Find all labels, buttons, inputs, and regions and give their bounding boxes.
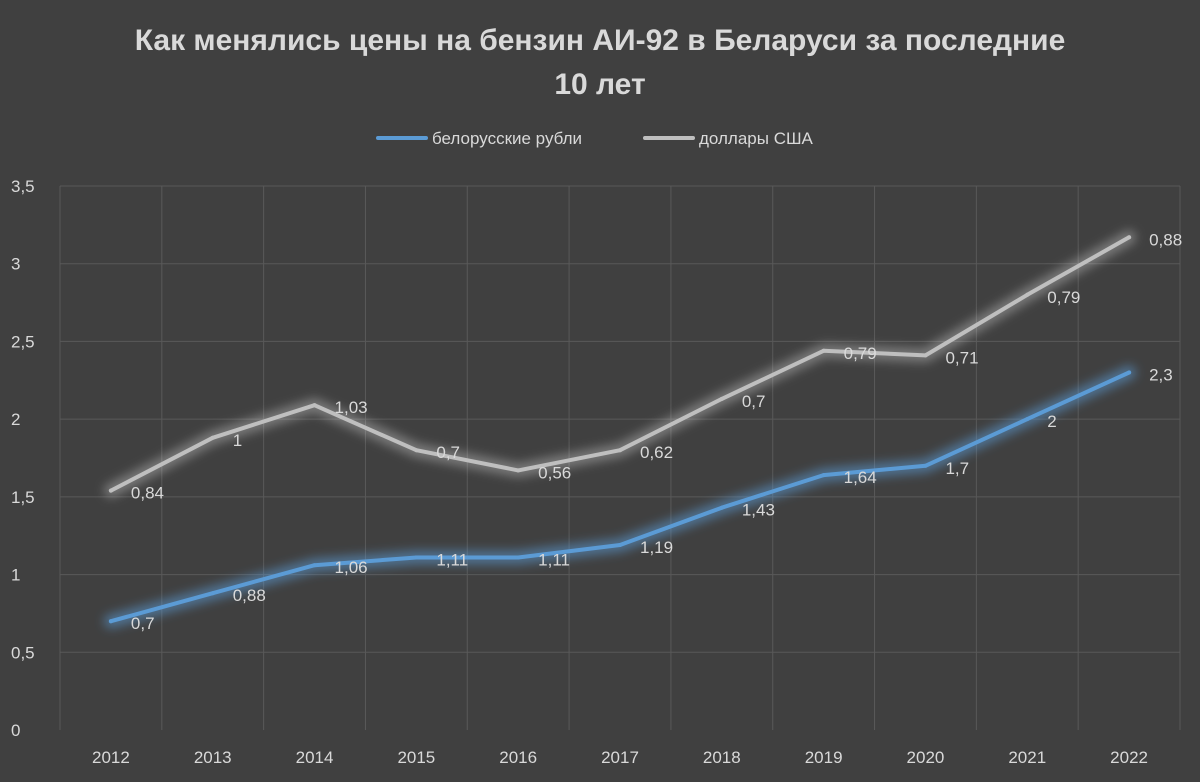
x-tick-label: 2020 — [907, 748, 945, 767]
data-point-usd — [1025, 292, 1030, 297]
data-point-rubles — [821, 473, 826, 478]
data-point-usd — [618, 448, 622, 453]
y-tick-label: 3,5 — [11, 177, 35, 196]
data-label-usd: 0,7 — [742, 392, 766, 411]
x-tick-label: 2016 — [499, 748, 537, 767]
y-tick-label: 3 — [11, 255, 20, 274]
data-label-rubles: 1,11 — [436, 550, 468, 569]
data-labels: 0,7 0,88 1,06 1,11 1,11 1,19 1,43 1,64 1,7 2 2,3 0,… — [131, 230, 1182, 633]
data-point-rubles — [108, 619, 113, 624]
data-label-rubles: 1,11 — [538, 550, 570, 569]
data-point-usd — [516, 468, 521, 473]
legend-label-usd: доллары США — [699, 129, 814, 148]
grid — [59, 185, 1181, 730]
x-tick-label: 2018 — [703, 748, 741, 767]
legend: белорусские рубли доллары США — [376, 129, 814, 148]
data-label-rubles: 0,88 — [233, 586, 266, 605]
data-point-rubles — [1127, 370, 1132, 375]
data-point-rubles — [414, 555, 419, 560]
x-tick-label: 2013 — [194, 748, 232, 767]
data-label-usd: 1,03 — [335, 398, 368, 417]
y-tick-label: 2 — [11, 410, 20, 429]
data-label-usd: 0,71 — [945, 348, 978, 367]
data-point-usd — [414, 448, 419, 453]
data-label-rubles: 2,3 — [1149, 366, 1173, 385]
data-point-rubles — [312, 563, 317, 568]
data-point-rubles — [210, 591, 215, 596]
x-tick-label: 2017 — [601, 748, 639, 767]
x-tick-label: 2012 — [92, 748, 130, 767]
data-label-usd: 0,84 — [131, 484, 164, 503]
data-point-usd — [1127, 235, 1132, 240]
data-point-usd — [821, 348, 826, 353]
x-tick-label: 2019 — [805, 748, 843, 767]
legend-label-rubles: белорусские рубли — [432, 129, 582, 148]
data-label-usd: 0,79 — [1047, 288, 1080, 307]
data-label-usd: 0,56 — [538, 463, 571, 482]
y-tick-label: 0,5 — [11, 643, 35, 662]
data-point-usd — [210, 435, 215, 440]
data-label-rubles: 1,43 — [742, 501, 775, 520]
y-tick-label: 1,5 — [11, 488, 35, 507]
x-axis-ticks: 2012 2013 2014 2015 2016 2017 2018 2019 2020 2021… — [92, 748, 1148, 767]
data-label-rubles: 1,64 — [844, 468, 877, 487]
data-label-usd: 0,79 — [844, 344, 877, 363]
data-point-rubles — [923, 463, 928, 468]
data-label-usd: 0,88 — [1149, 230, 1182, 249]
x-tick-label: 2015 — [397, 748, 435, 767]
data-point-usd — [108, 488, 113, 493]
data-point-rubles — [719, 505, 724, 510]
x-tick-label: 2022 — [1110, 748, 1148, 767]
data-label-usd: 1 — [233, 431, 242, 450]
data-label-rubles: 2 — [1047, 412, 1056, 431]
y-tick-label: 0 — [11, 721, 20, 740]
data-point-rubles — [1025, 417, 1030, 422]
y-tick-label: 2,5 — [11, 332, 35, 351]
data-label-rubles: 0,7 — [131, 614, 155, 633]
chart-title-line2: 10 лет — [554, 68, 645, 101]
y-axis-ticks: 0 0,5 1 1,5 2 2,5 3 3,5 — [11, 177, 35, 740]
data-label-rubles: 1,19 — [640, 538, 673, 557]
series-lines — [103, 230, 1137, 629]
data-point-rubles — [618, 543, 622, 548]
x-tick-label: 2014 — [296, 748, 334, 767]
data-label-usd: 0,7 — [436, 443, 460, 462]
data-point-usd — [312, 403, 317, 408]
data-point-usd — [719, 396, 724, 401]
data-point-usd — [923, 353, 928, 358]
y-tick-label: 1 — [11, 566, 20, 585]
data-label-usd: 0,62 — [640, 443, 673, 462]
data-label-rubles: 1,7 — [945, 459, 969, 478]
x-tick-label: 2021 — [1008, 748, 1046, 767]
chart-title-line1: Как менялись цены на бензин АИ-92 в Бела… — [135, 24, 1066, 57]
data-label-rubles: 1,06 — [335, 558, 368, 577]
data-point-rubles — [516, 555, 521, 560]
